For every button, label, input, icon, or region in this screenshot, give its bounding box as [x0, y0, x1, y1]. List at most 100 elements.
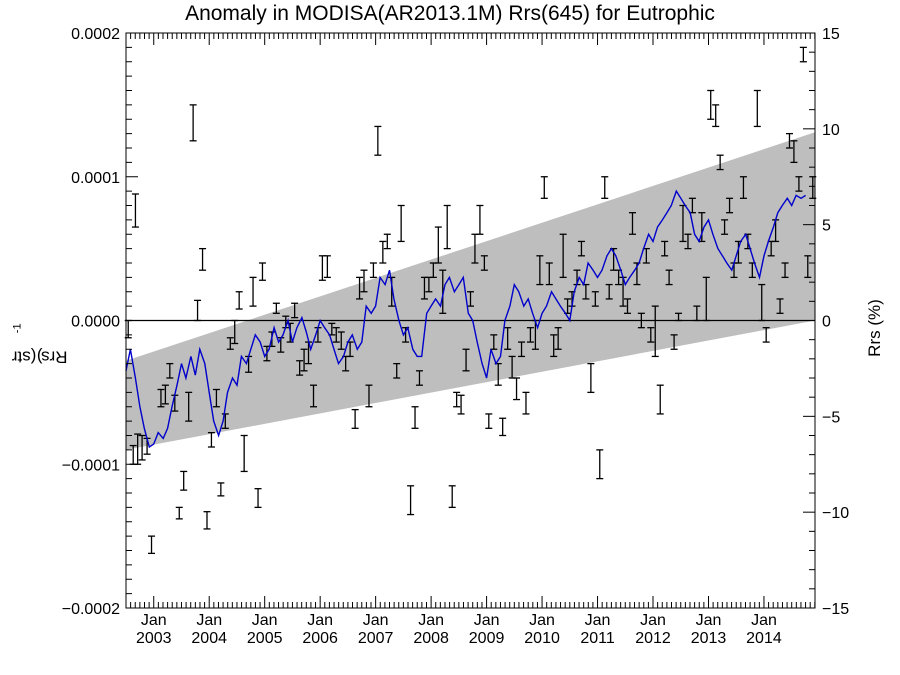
error-bar — [189, 104, 197, 142]
error-bar — [199, 247, 207, 271]
error-bar — [762, 327, 770, 343]
error-bar — [360, 269, 368, 293]
smoothed-series-line — [125, 189, 806, 449]
error-bar — [712, 104, 720, 128]
error-bar — [550, 334, 558, 358]
error-bar — [272, 302, 280, 314]
error-bar — [138, 434, 146, 461]
error-bar — [651, 305, 659, 358]
error-bar — [415, 370, 423, 386]
error-bar — [448, 485, 456, 509]
y-right-tick-label: −5 — [822, 409, 840, 426]
error-bar — [462, 348, 470, 372]
trend-band-layer — [126, 132, 815, 450]
error-bar — [148, 535, 156, 555]
error-bar — [180, 470, 188, 491]
x-tick-year-label: 2003 — [136, 630, 172, 647]
error-bar — [185, 391, 193, 422]
error-bar — [513, 377, 521, 401]
x-tick-month-label: Jan — [751, 612, 777, 629]
error-bar — [536, 255, 544, 286]
y-right-tick-label: −15 — [822, 601, 849, 618]
error-bar — [476, 204, 484, 235]
error-bar — [369, 262, 377, 279]
error-bar — [207, 431, 215, 448]
x-tick-month-label: Jan — [696, 612, 722, 629]
error-bar — [522, 391, 530, 415]
error-bar — [480, 255, 488, 271]
x-tick-month-label: Jan — [640, 612, 666, 629]
error-bar — [217, 482, 225, 497]
error-bar — [605, 283, 613, 300]
error-bar — [693, 305, 701, 322]
error-bar — [726, 197, 734, 214]
error-bar — [485, 413, 493, 429]
x-tick-year-label: 2008 — [413, 630, 449, 647]
error-bar — [332, 327, 340, 343]
x-tick-year-label: 2006 — [302, 630, 338, 647]
error-bar — [554, 327, 562, 350]
error-bar — [670, 334, 678, 350]
error-bar — [203, 511, 211, 530]
error-bar — [467, 291, 474, 307]
x-tick-month-label: Jan — [252, 612, 278, 629]
error-bar — [707, 89, 715, 120]
x-tick-month-label: Jan — [196, 612, 222, 629]
error-bar — [526, 327, 534, 343]
axes-layer: 0.0002 0.0001 0.0000 −0.0001 −0.0002 15 10 5 0 −5… — [62, 26, 850, 647]
error-bar — [291, 302, 299, 319]
error-bar — [439, 269, 447, 314]
y-right-tick-label: 10 — [822, 122, 840, 139]
error-bar — [379, 240, 387, 264]
error-bar — [684, 233, 692, 250]
error-bar — [161, 384, 169, 405]
x-tick-year-label: 2007 — [358, 630, 394, 647]
error-bar — [457, 394, 465, 415]
error-bar — [591, 291, 599, 307]
x-tick-month-label: Jan — [418, 612, 444, 629]
error-bar — [753, 89, 761, 128]
error-bar — [702, 276, 710, 322]
error-bar — [434, 226, 442, 264]
y-left-tick-label: 0.0000 — [71, 314, 120, 331]
x-tick-year-label: 2011 — [580, 630, 615, 647]
x-tick-year-label: 2012 — [635, 630, 671, 647]
error-bar — [716, 154, 724, 171]
error-bar — [518, 341, 526, 358]
error-bar — [318, 255, 326, 281]
error-bar — [637, 312, 645, 329]
error-bar — [175, 506, 183, 520]
error-bar — [665, 269, 673, 286]
y-right-tick-label: 5 — [822, 218, 831, 235]
error-bar — [374, 125, 382, 156]
y-left-tick-label: −0.0002 — [62, 601, 120, 618]
x-tick-year-label: 2010 — [524, 630, 560, 647]
error-bar — [194, 299, 202, 322]
error-bar — [661, 240, 669, 257]
y-axis-left-label: Rrs (str -1) — [2, 300, 68, 366]
x-tick-year-label: 2009 — [469, 630, 505, 647]
error-bar — [623, 298, 631, 314]
error-bar — [296, 360, 304, 376]
x-tick-month-label: Jan — [585, 612, 611, 629]
error-bar — [739, 176, 747, 199]
error-bar — [249, 276, 257, 307]
error-bar — [226, 337, 234, 350]
error-bar — [790, 140, 798, 164]
error-bar — [785, 132, 793, 149]
error-bar — [397, 204, 405, 243]
error-bar — [545, 262, 553, 286]
x-tick-month-label: Jan — [529, 612, 555, 629]
error-bar — [577, 240, 585, 257]
error-bar — [628, 212, 636, 235]
x-tick-year-label: 2014 — [746, 630, 782, 647]
error-bar — [799, 46, 807, 63]
trend-band — [126, 132, 815, 450]
error-bar — [212, 388, 220, 408]
y-left-tick-label: 0.0001 — [71, 170, 120, 187]
error-bar — [721, 219, 729, 235]
error-bar — [499, 417, 507, 437]
error-bar — [540, 176, 548, 199]
x-tick-month-label: Jan — [141, 612, 167, 629]
